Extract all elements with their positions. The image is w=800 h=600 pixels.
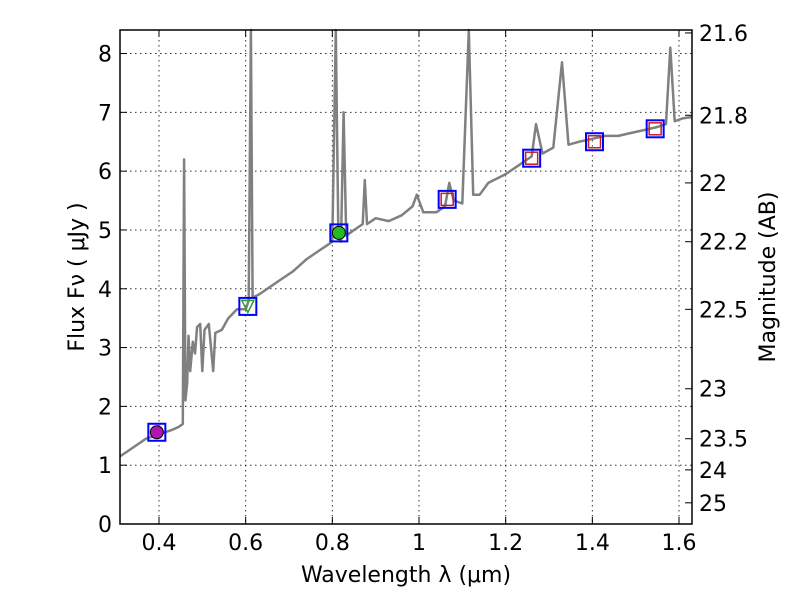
x-tick-label: 1 (412, 531, 426, 556)
model-band-box (645, 119, 665, 139)
photometry-square-marker (440, 192, 454, 207)
model-band-box (522, 148, 542, 168)
y2-tick-label: 24 (699, 459, 727, 484)
photometry-circle-marker (149, 425, 164, 440)
photometry-point (238, 296, 258, 316)
model-band-box (585, 132, 604, 152)
y-tick-label: 6 (98, 160, 112, 185)
photometry-point (645, 119, 665, 139)
x-tick-label: 0.6 (228, 531, 263, 556)
y2-tick-label: 21.6 (699, 22, 748, 47)
y-tick-label: 2 (98, 395, 112, 420)
photometry-circle-marker (331, 225, 346, 240)
y2-tick-label: 25 (699, 492, 727, 517)
x-tick-label: 1.6 (662, 531, 697, 556)
x-tick-label: 1.4 (575, 531, 610, 556)
y-tick-label: 0 (98, 513, 112, 538)
x-tick-label: 0.4 (142, 531, 177, 556)
photometry-square-marker (587, 134, 602, 149)
y2-tick-label: 22 (699, 172, 727, 197)
y2-tick-label: 23.5 (699, 428, 748, 453)
y2-tick-label: 23 (699, 378, 727, 403)
photometry-point (585, 132, 604, 152)
photometry-point (329, 223, 349, 243)
y2-tick-label: 21.8 (699, 104, 748, 129)
photometry-point (437, 189, 457, 209)
photometry-point (147, 422, 167, 442)
y2-tick-label: 22.2 (699, 231, 748, 256)
plot-frame (119, 29, 693, 525)
photometry-markers (147, 119, 665, 442)
model-band-box (437, 189, 457, 209)
photometry-square-marker (648, 122, 662, 136)
axis-ticks: 0.4 0.6 0.8 1 1.2 1.4 1.601234567821.621.82222… (98, 22, 748, 556)
photometry-square-marker (524, 151, 539, 165)
photometry-point (522, 148, 542, 168)
y-axis-label: Flux Fν ( μJy ) (65, 202, 90, 351)
grid-lines (120, 30, 692, 525)
spectrum-series (119, 28, 693, 458)
model-band-box (147, 422, 167, 442)
y-tick-label: 7 (98, 101, 112, 126)
y-tick-label: 8 (98, 43, 112, 68)
y2-axis-label: Magnitude (AB) (756, 192, 781, 363)
y-tick-label: 3 (98, 337, 112, 362)
y2-tick-label: 22.5 (699, 298, 748, 323)
y-tick-label: 1 (98, 454, 112, 479)
x-axis-label: Wavelength λ (μm) (301, 563, 511, 588)
y-tick-label: 4 (98, 278, 112, 303)
x-tick-label: 0.8 (315, 531, 350, 556)
x-tick-label: 1.2 (488, 531, 523, 556)
model-band-box (238, 296, 258, 316)
y-tick-label: 5 (98, 219, 112, 244)
photometry-triangle-marker (240, 299, 256, 315)
model-band-box (329, 223, 349, 243)
spectrum-line (119, 28, 693, 458)
